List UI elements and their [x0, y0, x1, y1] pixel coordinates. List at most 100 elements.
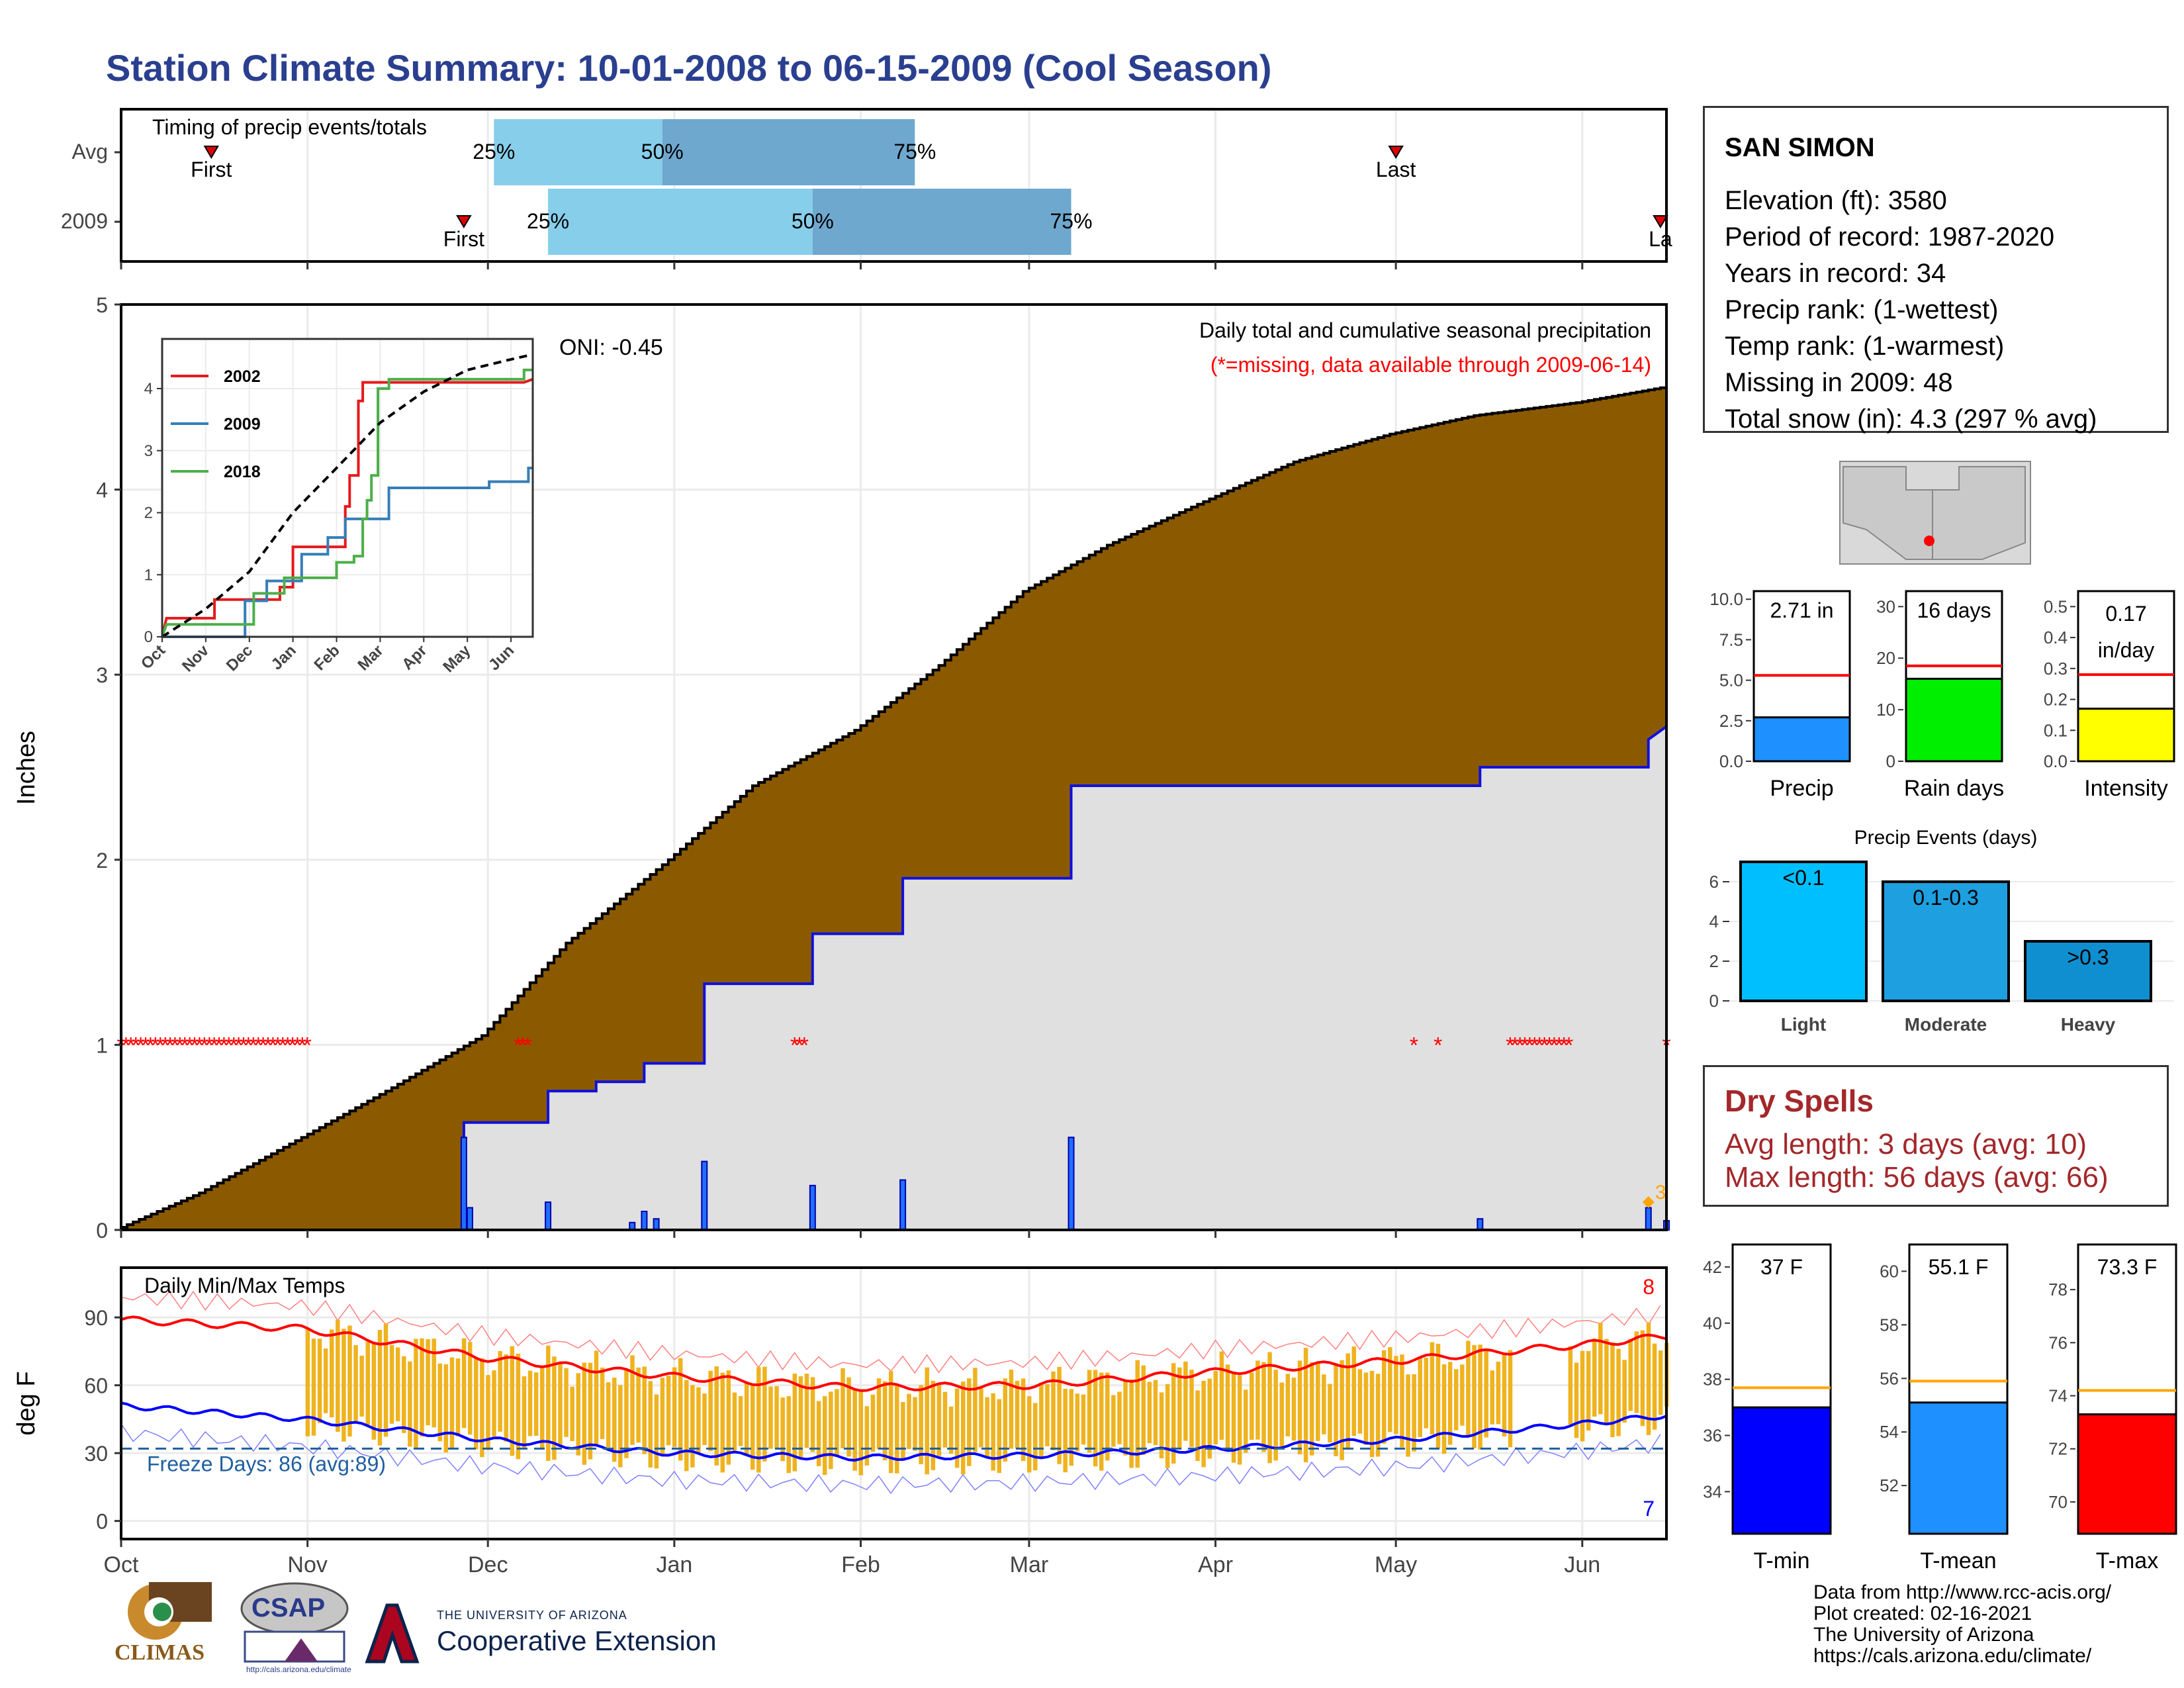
- university-of-arizona-logo-icon: [361, 1602, 420, 1668]
- station-total-snow: Total snow (in): 4.3 (297 % avg): [1725, 404, 2097, 434]
- daily-temp-bar: [1334, 1363, 1338, 1456]
- precip-y-tick-label: 4: [96, 479, 108, 502]
- daily-temp-bar: [558, 1362, 563, 1447]
- precip-title: Daily total and cumulative seasonal prec…: [1199, 318, 1651, 342]
- precip-y-tick-label: 5: [96, 293, 108, 317]
- daily-temp-bar: [564, 1368, 569, 1437]
- daily-temp-bar: [991, 1393, 995, 1471]
- missing-day-marker: *: [1410, 1033, 1418, 1058]
- daily-temp-bar: [858, 1389, 864, 1476]
- precip-y-tick-label: 3: [96, 663, 108, 687]
- events-bar: [1739, 861, 1868, 1002]
- daily-temp-bar: [672, 1367, 677, 1448]
- timing-label-25: 25%: [473, 140, 515, 164]
- oni-annotation: ONI: -0.45: [559, 335, 663, 360]
- daily-temp-bar: [527, 1370, 533, 1436]
- daily-temp-bar: [402, 1356, 406, 1433]
- daily-temp-bar: [533, 1372, 539, 1436]
- daily-temp-bar: [546, 1345, 551, 1461]
- timing-label-50: 50%: [641, 140, 684, 164]
- precip-subtitle: (*=missing, data available through 2009-…: [1210, 353, 1651, 377]
- daily-temp-bar: [1652, 1343, 1657, 1430]
- record-max-line: [120, 1290, 1661, 1374]
- precip-summary-0-category-label: Precip: [1770, 776, 1833, 801]
- dry-spells-max: Max length: 56 days (avg: 66): [1725, 1161, 2109, 1194]
- daily-temp-bar: [1604, 1338, 1609, 1426]
- daily-temp-bar: [1418, 1357, 1422, 1437]
- daily-temp-bar: [377, 1330, 383, 1446]
- temp-summary-2-y-tick-label: 72: [2048, 1439, 2068, 1459]
- daily-temp-bar: [552, 1356, 557, 1460]
- missing-day-marker: *: [523, 1033, 532, 1058]
- daily-temp-bar: [1244, 1389, 1248, 1453]
- inset-legend-label: 2002: [224, 367, 261, 386]
- daily-temp-bar: [480, 1358, 484, 1458]
- csap-logo-text: CSAP: [251, 1593, 326, 1622]
- precip-summary-2-value-unit: in/day: [2098, 638, 2154, 662]
- events-y-tick-label: 6: [1709, 872, 1719, 892]
- daily-temp-bar: [942, 1391, 948, 1448]
- daily-temp-bar: [1111, 1395, 1116, 1447]
- daily-temp-bar: [618, 1385, 623, 1468]
- daily-temp-bar: [835, 1389, 839, 1455]
- missing-day-marker: *: [146, 1033, 155, 1058]
- daily-precip-bar: [460, 1137, 467, 1231]
- daily-temp-bar: [1219, 1351, 1224, 1440]
- missing-day-marker: *: [1535, 1033, 1544, 1058]
- precip-summary-1-value-label: 16 days: [1917, 598, 1991, 622]
- daily-precip-bar: [466, 1207, 473, 1231]
- daily-temp-bar: [359, 1356, 364, 1417]
- daily-temp-bar: [756, 1367, 761, 1473]
- daily-temp-bar: [1345, 1353, 1350, 1450]
- daily-temp-bar: [876, 1378, 882, 1450]
- daily-temp-bar: [1147, 1382, 1152, 1444]
- daily-temp-bar: [973, 1368, 978, 1452]
- precip-summary-1-y-tick-label: 30: [1876, 596, 1895, 616]
- missing-day-marker: *: [136, 1033, 145, 1058]
- precip-summary-2-y-tick-label: 0.1: [2044, 720, 2068, 740]
- daily-temp-bar: [414, 1338, 418, 1448]
- daily-temp-bar: [467, 1342, 473, 1435]
- avg-min-line: [120, 1401, 1667, 1462]
- inset-y-tick-label: 4: [144, 380, 153, 398]
- daily-temp-bar: [660, 1378, 665, 1457]
- daily-temp-bar: [841, 1368, 845, 1449]
- daily-temp-bar: [1502, 1353, 1507, 1437]
- precip-y-axis-label: Inches: [13, 731, 40, 805]
- daily-temp-bar: [1357, 1369, 1363, 1434]
- events-y-tick-label: 4: [1709, 912, 1719, 931]
- events-category-label: Moderate: [1905, 1014, 1987, 1035]
- timing-label-50: 50%: [792, 209, 834, 233]
- daily-temp-bar: [931, 1380, 936, 1470]
- daily-temp-bar: [960, 1382, 966, 1475]
- temp-x-tick-label: Jan: [656, 1552, 692, 1577]
- daily-temp-bar: [630, 1355, 635, 1445]
- daily-temp-bar: [829, 1391, 833, 1470]
- missing-day-marker: *: [279, 1033, 287, 1058]
- daily-temp-bar: [744, 1383, 749, 1456]
- precip-summary-1-bar: [1905, 677, 2003, 763]
- timing-label-25: 25%: [527, 209, 569, 233]
- inset-y-tick-label: 0: [144, 628, 153, 646]
- daily-temp-bar: [371, 1343, 377, 1440]
- events-y-tick-label: 0: [1709, 991, 1719, 1011]
- daily-temp-bar: [913, 1397, 917, 1451]
- missing-day-marker: *: [298, 1033, 306, 1058]
- daily-temp-bar: [426, 1339, 430, 1426]
- missing-day-marker: *: [195, 1033, 204, 1058]
- daily-temp-bar: [1021, 1378, 1026, 1462]
- daily-temp-bar: [389, 1344, 394, 1424]
- daily-temp-bar: [1057, 1366, 1062, 1464]
- daily-temp-bar: [1381, 1350, 1387, 1444]
- daily-temp-bar: [1081, 1394, 1086, 1445]
- missing-day-marker: *: [122, 1033, 130, 1058]
- daily-temp-bar: [1213, 1371, 1218, 1444]
- daily-temp-bar: [1610, 1342, 1615, 1438]
- precip-y-tick-label: 2: [96, 849, 108, 872]
- missing-day-marker: *: [244, 1033, 253, 1058]
- station-precip-rank: Precip rank: (1-wettest): [1725, 295, 1999, 324]
- inset-series-avg: [161, 353, 533, 638]
- missing-day-marker: *: [1540, 1033, 1549, 1058]
- events-title: Precip Events (days): [1854, 827, 2038, 849]
- daily-temp-bar: [1250, 1372, 1254, 1440]
